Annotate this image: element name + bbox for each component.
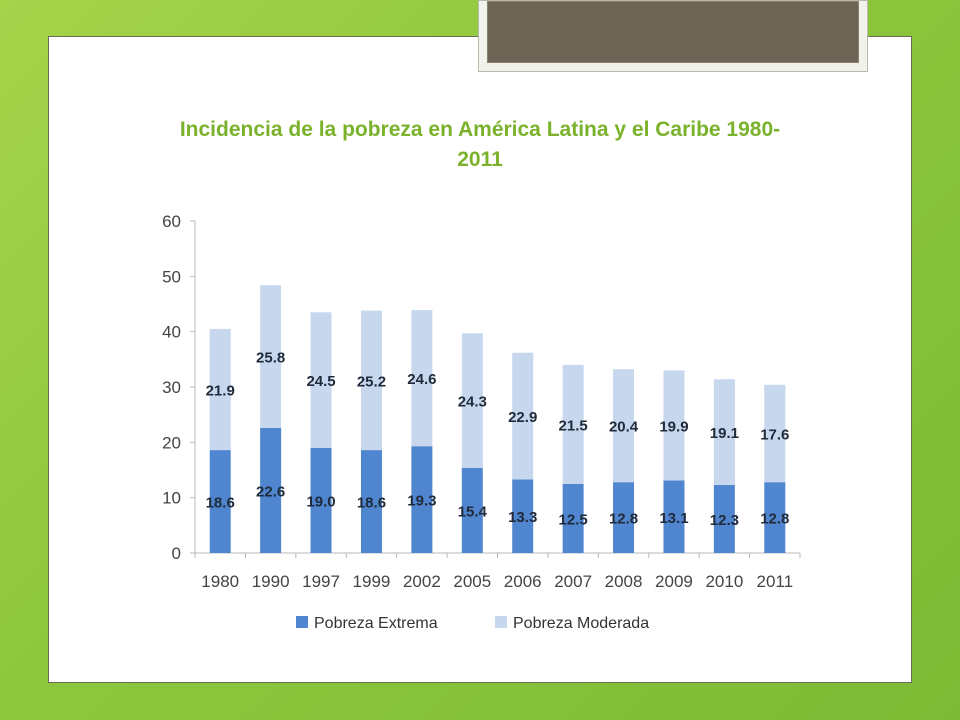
x-tick-label: 2011 <box>757 572 794 591</box>
bar-pobreza-extrema <box>663 480 685 553</box>
y-tick-label: 30 <box>162 378 181 397</box>
x-tick-label: 1999 <box>353 572 391 591</box>
chart-title-line2: 2011 <box>457 148 503 171</box>
bar-pobreza-moderada <box>562 364 584 484</box>
bar-pobreza-extrema <box>360 450 382 553</box>
x-tick-label: 2008 <box>605 572 643 591</box>
data-label-moderada: 25.8 <box>256 350 285 367</box>
data-label-moderada: 24.3 <box>458 394 487 411</box>
data-label-moderada: 22.9 <box>508 409 537 426</box>
data-label-moderada: 21.5 <box>559 417 588 434</box>
x-tick-label: 2010 <box>705 572 743 591</box>
bar-pobreza-extrema <box>310 447 332 553</box>
legend-swatch-moderada <box>495 616 507 628</box>
x-tick-label: 2009 <box>655 572 693 591</box>
data-label-extrema: 18.6 <box>357 495 386 512</box>
y-tick-label: 20 <box>162 433 181 452</box>
data-label-extrema: 12.3 <box>710 512 739 529</box>
bar-pobreza-extrema <box>764 482 786 553</box>
y-tick-label: 0 <box>172 544 181 563</box>
x-tick-label: 2006 <box>504 572 542 591</box>
legend-label-moderada: Pobreza Moderada <box>513 615 649 632</box>
x-tick-label: 1997 <box>302 572 340 591</box>
bar-pobreza-moderada <box>260 285 282 428</box>
bar-pobreza-moderada <box>764 384 786 483</box>
bar-pobreza-extrema <box>461 467 483 553</box>
y-tick-label: 60 <box>162 212 181 231</box>
y-tick-label: 40 <box>162 323 181 342</box>
bar-pobreza-extrema <box>713 484 735 553</box>
data-label-extrema: 18.6 <box>206 495 235 512</box>
y-tick-label: 10 <box>162 489 181 508</box>
bar-pobreza-extrema <box>613 482 635 553</box>
bar-pobreza-extrema <box>209 450 231 553</box>
data-label-moderada: 17.6 <box>760 426 789 443</box>
data-label-moderada: 19.9 <box>659 418 688 435</box>
header-tab-decoration <box>478 0 868 72</box>
bar-pobreza-moderada <box>613 369 635 483</box>
bar-pobreza-extrema <box>562 483 584 553</box>
bar-pobreza-moderada <box>461 333 483 468</box>
bar-pobreza-extrema <box>512 479 534 553</box>
data-label-extrema: 12.5 <box>559 511 588 528</box>
data-label-extrema: 13.1 <box>659 510 688 527</box>
data-label-extrema: 22.6 <box>256 483 285 500</box>
x-tick-label: 2007 <box>554 572 592 591</box>
legend-swatch-extrema <box>296 616 308 628</box>
x-tick-label: 2005 <box>453 572 491 591</box>
data-label-extrema: 12.8 <box>760 511 789 528</box>
data-label-extrema: 19.3 <box>407 493 436 510</box>
bar-pobreza-moderada <box>663 370 685 481</box>
bar-pobreza-moderada <box>360 310 382 451</box>
data-label-extrema: 13.3 <box>508 509 537 526</box>
bar-pobreza-moderada <box>713 379 735 485</box>
bar-pobreza-extrema <box>411 446 433 553</box>
data-label-moderada: 19.1 <box>710 425 739 442</box>
chart-title: Incidencia de la pobreza en América Lati… <box>48 115 912 175</box>
x-tick-label: 1990 <box>252 572 290 591</box>
x-tick-label: 2002 <box>403 572 441 591</box>
data-label-moderada: 21.9 <box>206 382 235 399</box>
data-label-moderada: 20.4 <box>609 419 639 436</box>
bar-pobreza-extrema <box>260 427 282 553</box>
data-label-extrema: 15.4 <box>458 503 488 520</box>
chart-title-line1: Incidencia de la pobreza en América Lati… <box>179 118 781 141</box>
data-label-moderada: 25.2 <box>357 373 386 390</box>
data-label-extrema: 12.8 <box>609 511 638 528</box>
data-label-moderada: 24.5 <box>306 373 335 390</box>
y-tick-label: 50 <box>162 267 181 286</box>
header-tab-panel <box>487 1 859 63</box>
legend-label-extrema: Pobreza Extrema <box>314 615 438 632</box>
data-label-extrema: 19.0 <box>306 493 335 510</box>
bar-pobreza-moderada <box>411 310 433 447</box>
data-label-moderada: 24.6 <box>407 371 436 388</box>
bar-pobreza-moderada <box>209 328 231 451</box>
x-tick-label: 1980 <box>201 572 239 591</box>
bar-pobreza-moderada <box>310 312 332 448</box>
bar-pobreza-moderada <box>512 352 534 480</box>
